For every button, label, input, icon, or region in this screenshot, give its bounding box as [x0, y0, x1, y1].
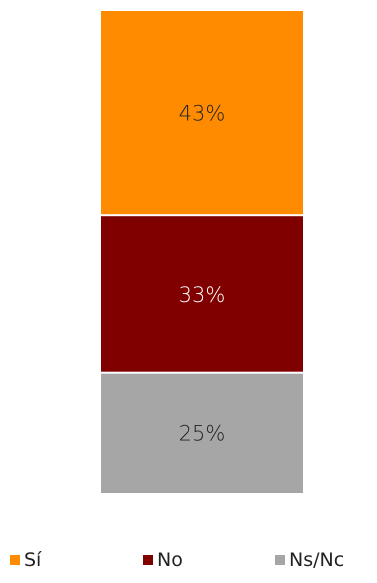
bar-segment-s: [101, 11, 303, 215]
data-label-ns-nc: 25%: [179, 421, 226, 445]
legend-item-ns-nc: Ns/Nc: [275, 549, 344, 571]
legend-label-s: Sí: [24, 549, 42, 571]
segment-labels: 43% 33% 25%: [179, 102, 226, 446]
legend-swatch-no: [143, 555, 153, 565]
bar-segment-ns-nc: [101, 373, 303, 493]
legend-label-no: No: [157, 549, 183, 571]
data-label-s: 43%: [179, 102, 226, 126]
legend-swatch-s: [10, 555, 20, 565]
legend-swatch-ns-nc: [275, 555, 285, 565]
bar-segment-no: [101, 216, 303, 372]
legend: Sí No Ns/Nc: [10, 549, 344, 571]
data-label-no: 33%: [179, 283, 226, 307]
stacked-bar: [101, 11, 303, 493]
legend-label-ns-nc: Ns/Nc: [289, 549, 344, 571]
legend-item-s: Sí: [10, 549, 42, 571]
legend-item-no: No: [143, 549, 183, 571]
